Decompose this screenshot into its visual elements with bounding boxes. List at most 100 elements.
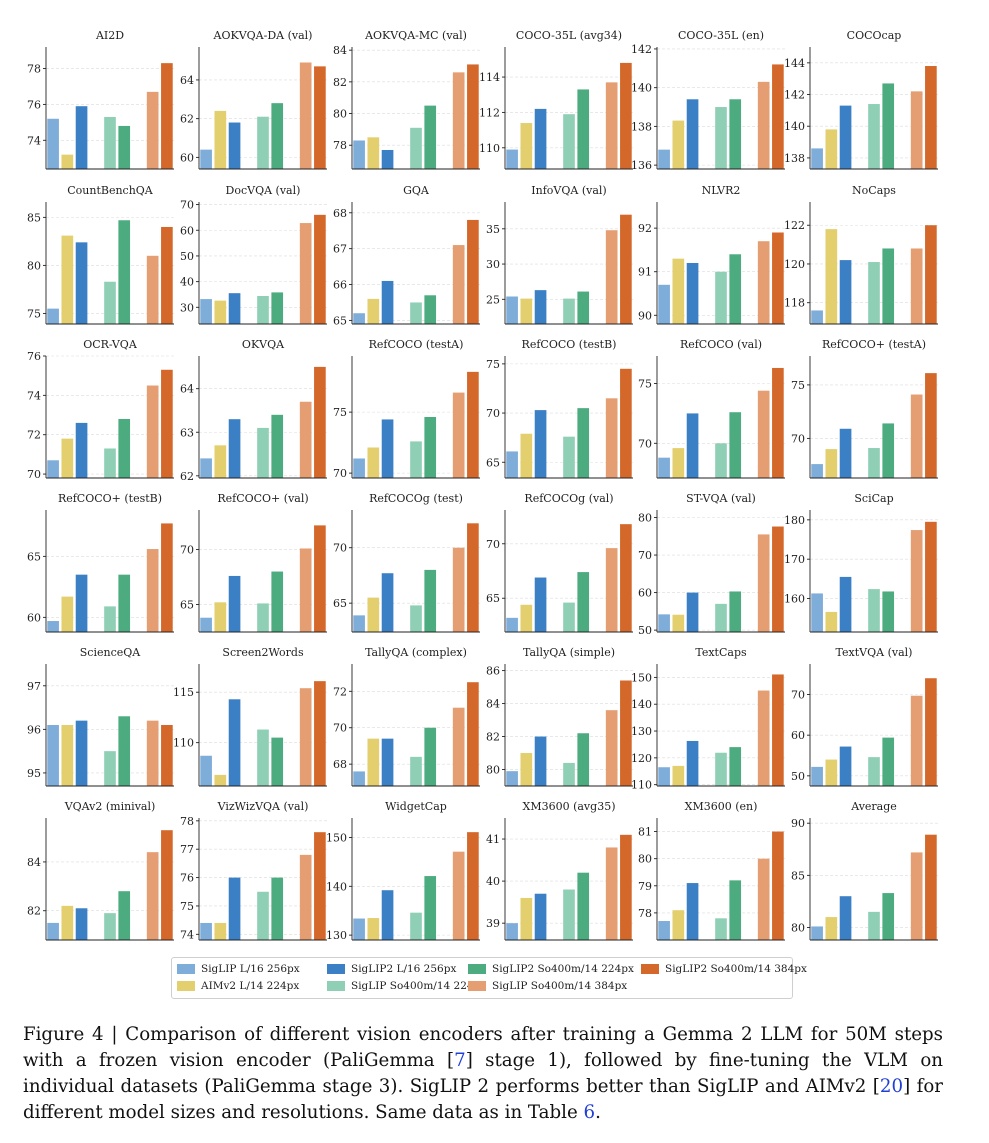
chart-panel: TextVQA (val) 50 60 70: [791, 646, 938, 787]
chart-panel: DocVQA (val) 30 40 50 60 70: [180, 184, 327, 325]
y-tick-label: 115: [173, 686, 194, 699]
bar: [729, 880, 742, 940]
panel-title: NoCaps: [852, 184, 896, 197]
bar: [882, 893, 895, 940]
bar: [118, 125, 131, 169]
y-tick-label: 68: [333, 758, 347, 771]
caption-ref-table[interactable]: 6: [583, 1102, 596, 1123]
bar: [410, 302, 422, 324]
caption-ref-paligemma[interactable]: 7: [454, 1050, 466, 1071]
chart-panel: COCO-35L (avg34) 110 112 114: [479, 29, 633, 170]
bar: [925, 66, 937, 169]
legend-item: SigLIP2 So400m/14 224px: [468, 963, 634, 975]
panel-title: SciCap: [854, 492, 893, 505]
panel-title: RefCOCO (testA): [369, 338, 464, 351]
bar: [686, 883, 699, 940]
y-tick-label: 60: [27, 611, 41, 624]
chart-panel: RefCOCO (val) 70 75: [638, 338, 785, 479]
bar: [757, 858, 770, 940]
bar: [271, 877, 284, 940]
chart-panel: TallyQA (simple) 80 82 84 86: [486, 646, 633, 787]
y-tick-label: 82: [486, 731, 500, 744]
bar: [467, 523, 479, 632]
y-tick-label: 35: [486, 223, 500, 236]
y-tick-label: 78: [180, 815, 194, 828]
panel-title: TallyQA (simple): [523, 646, 615, 659]
bar: [146, 91, 159, 169]
bar: [47, 725, 59, 786]
panel-title: VQAv2 (minival): [64, 800, 156, 813]
legend-item: SigLIP2 L/16 256px: [327, 963, 456, 975]
legend-item: SigLIP2 So400m/14 384px: [641, 963, 807, 975]
bar: [161, 226, 173, 324]
bar: [61, 438, 74, 478]
y-tick-label: 90: [638, 309, 652, 322]
y-tick-label: 74: [27, 134, 41, 147]
bar: [410, 441, 422, 478]
y-tick-label: 65: [333, 597, 347, 610]
bar: [200, 458, 212, 478]
chart-panel: TextCaps 110 120 130 140 150: [631, 646, 785, 792]
bar: [672, 120, 685, 169]
y-tick-label: 60: [180, 151, 194, 164]
bar: [118, 574, 131, 632]
bar: [577, 291, 590, 324]
panel-title: RefCOCOg (val): [524, 492, 613, 505]
y-tick-label: 70: [638, 437, 652, 450]
bar: [452, 851, 465, 940]
y-tick-label: 64: [180, 383, 194, 396]
bar: [563, 762, 575, 786]
legend-item: AIMv2 L/14 224px: [177, 980, 299, 992]
panel-title: XM3600 (avg35): [523, 800, 616, 813]
bar: [314, 525, 326, 632]
legend-swatch: [327, 981, 345, 991]
y-tick-label: 72: [333, 685, 347, 698]
y-tick-label: 70: [333, 542, 347, 555]
bar: [75, 106, 88, 169]
y-tick-label: 64: [180, 74, 194, 87]
y-tick-label: 25: [486, 293, 500, 306]
bar: [715, 271, 727, 324]
y-tick-label: 60: [791, 729, 805, 742]
bar: [520, 897, 533, 940]
y-tick-label: 130: [326, 929, 347, 942]
bar: [686, 592, 699, 632]
y-tick-label: 70: [486, 538, 500, 551]
bar: [161, 830, 173, 940]
bar: [104, 606, 116, 632]
y-tick-label: 118: [784, 297, 805, 310]
legend-label: SigLIP2 So400m/14 384px: [665, 963, 807, 975]
bar: [314, 681, 326, 786]
bar: [563, 602, 575, 632]
y-tick-label: 70: [638, 549, 652, 562]
chart-panel: ST-VQA (val) 50 60 70 80: [638, 492, 785, 637]
bar: [910, 852, 923, 940]
bar: [868, 911, 880, 940]
bar: [424, 105, 437, 169]
y-tick-label: 70: [27, 468, 41, 481]
bar: [75, 574, 88, 632]
bar: [257, 603, 269, 632]
panel-title: InfoVQA (val): [531, 184, 606, 197]
y-tick-label: 140: [631, 82, 652, 95]
bar: [299, 688, 312, 786]
bar: [910, 530, 923, 632]
y-tick-label: 81: [638, 826, 652, 839]
y-tick-label: 68: [333, 207, 347, 220]
legend-label: SigLIP2 L/16 256px: [351, 963, 457, 975]
bar: [577, 89, 590, 169]
caption-ref-aimv2[interactable]: 20: [879, 1076, 904, 1097]
bar: [658, 457, 670, 478]
y-tick-label: 78: [333, 139, 347, 152]
bar: [729, 591, 742, 632]
panel-title: COCOcap: [847, 29, 902, 42]
bar: [868, 757, 880, 786]
bar: [271, 571, 284, 632]
bar: [910, 91, 923, 169]
bar: [146, 255, 159, 324]
y-tick-label: 30: [180, 301, 194, 314]
bar: [47, 621, 59, 632]
chart-panel: NLVR2 90 91 92: [638, 184, 785, 325]
bar: [882, 737, 895, 786]
bar: [299, 401, 312, 478]
